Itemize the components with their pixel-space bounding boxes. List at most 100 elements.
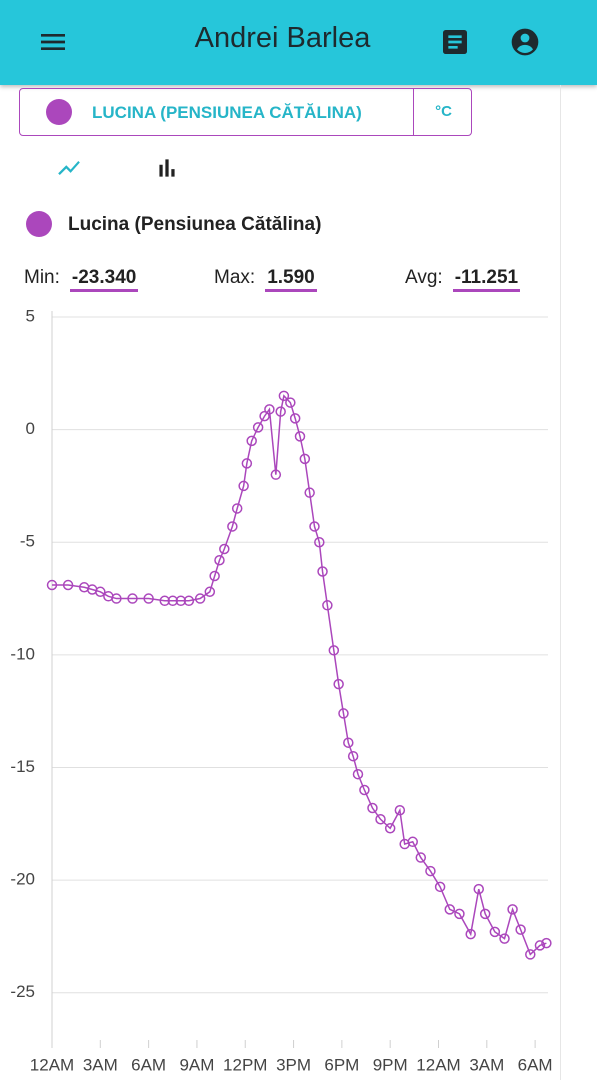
data-point xyxy=(219,543,230,555)
data-point xyxy=(183,595,195,607)
data-point xyxy=(175,595,187,607)
line-chart-tab[interactable] xyxy=(54,155,84,181)
bar-chart-tab[interactable] xyxy=(154,155,180,181)
legend-swatch xyxy=(26,211,52,237)
data-point xyxy=(333,678,344,690)
data-point xyxy=(143,593,154,604)
data-point xyxy=(534,940,546,951)
data-point xyxy=(214,555,225,566)
top-bar: Andrei Barlea xyxy=(0,0,597,85)
data-point xyxy=(375,814,386,825)
y-tick-label: -5 xyxy=(20,532,35,551)
data-point xyxy=(309,521,320,532)
data-point xyxy=(252,422,264,433)
data-point xyxy=(111,593,122,604)
data-point xyxy=(227,521,238,532)
account-button[interactable] xyxy=(509,26,541,58)
data-point xyxy=(231,503,243,514)
data-point xyxy=(314,536,325,548)
data-point xyxy=(328,645,340,656)
x-tick-label: 3PM xyxy=(276,1055,311,1074)
stat-label: Avg: xyxy=(405,267,443,288)
legend-label: Lucina (Pensiunea Cătălina) xyxy=(68,214,322,235)
data-point xyxy=(352,768,364,780)
data-point xyxy=(479,908,491,920)
stat-label: Min: xyxy=(24,267,60,288)
unit-button[interactable]: °C xyxy=(413,89,473,135)
data-point xyxy=(95,586,106,598)
data-point xyxy=(525,949,536,960)
data-point xyxy=(294,431,306,442)
x-tick-label: 6AM xyxy=(518,1055,553,1074)
x-tick-label: 12PM xyxy=(223,1055,267,1074)
menu-button[interactable] xyxy=(37,26,69,58)
data-point xyxy=(46,579,58,591)
data-point xyxy=(499,933,510,944)
stat-value: -23.340 xyxy=(69,267,139,292)
x-tick-label: 12AM xyxy=(30,1055,74,1074)
data-point xyxy=(465,928,476,940)
station-selector[interactable]: LUCINA (PENSIUNEA CĂTĂLINA) °C xyxy=(19,88,472,136)
x-tick-label: 9AM xyxy=(179,1055,214,1074)
x-tick-label: 12AM xyxy=(416,1055,460,1074)
data-point xyxy=(454,908,465,920)
notes-button[interactable] xyxy=(439,26,471,58)
data-point xyxy=(343,737,354,748)
data-point xyxy=(507,904,518,915)
data-point xyxy=(264,404,275,415)
data-point xyxy=(194,593,206,604)
data-point xyxy=(238,480,249,492)
series-line xyxy=(52,394,547,956)
header-title: Andrei Barlea xyxy=(194,22,371,54)
x-tick-label: 3AM xyxy=(83,1055,118,1074)
data-point xyxy=(278,390,290,402)
stat-max: Max: 1.590 xyxy=(214,267,317,292)
station-name: LUCINA (PENSIUNEA CĂTĂLINA) xyxy=(92,103,362,122)
data-point xyxy=(489,926,501,938)
y-tick-label: -15 xyxy=(10,757,35,776)
data-point xyxy=(359,784,370,796)
data-point xyxy=(270,469,282,480)
data-point xyxy=(347,750,359,762)
data-point xyxy=(241,458,253,469)
data-point xyxy=(407,836,418,848)
data-point xyxy=(367,802,378,814)
data-point xyxy=(167,595,179,607)
data-point xyxy=(394,805,406,816)
data-point xyxy=(246,435,257,447)
data-point xyxy=(275,406,286,417)
data-point xyxy=(62,579,74,591)
stat-value: -11.251 xyxy=(452,267,521,292)
data-point xyxy=(209,570,220,582)
data-point xyxy=(425,865,436,877)
data-point xyxy=(515,924,526,935)
data-point xyxy=(159,595,170,607)
y-tick-label: -10 xyxy=(10,644,35,663)
x-tick-label: 3AM xyxy=(469,1055,504,1074)
data-point xyxy=(415,852,427,863)
data-point xyxy=(541,937,552,949)
stat-avg: Avg: -11.251 xyxy=(405,267,521,292)
stat-min: Min: -23.340 xyxy=(24,267,139,292)
divider xyxy=(560,85,561,1080)
data-point xyxy=(338,708,349,719)
data-point xyxy=(127,593,138,604)
stat-value: 1.590 xyxy=(265,267,317,292)
x-tick-label: 6AM xyxy=(131,1055,166,1074)
data-point xyxy=(384,823,396,834)
y-tick-label: 5 xyxy=(26,306,35,325)
x-tick-label: 9PM xyxy=(373,1055,408,1074)
data-point xyxy=(444,904,456,915)
chart: 5 0 -5 -10 -15 -20 -25 12AM 3AM 6AM 9AM 12PM 3PM 6PM 9… xyxy=(10,306,553,1074)
data-point xyxy=(304,487,315,498)
data-point xyxy=(299,453,311,465)
data-point xyxy=(434,881,446,893)
y-tick-label: -25 xyxy=(10,982,35,1001)
y-tick-label: -20 xyxy=(10,870,35,889)
y-tick-label: 0 xyxy=(26,419,35,438)
data-point xyxy=(285,397,296,408)
data-point xyxy=(473,883,485,895)
data-point xyxy=(289,413,301,424)
data-point xyxy=(317,566,328,577)
